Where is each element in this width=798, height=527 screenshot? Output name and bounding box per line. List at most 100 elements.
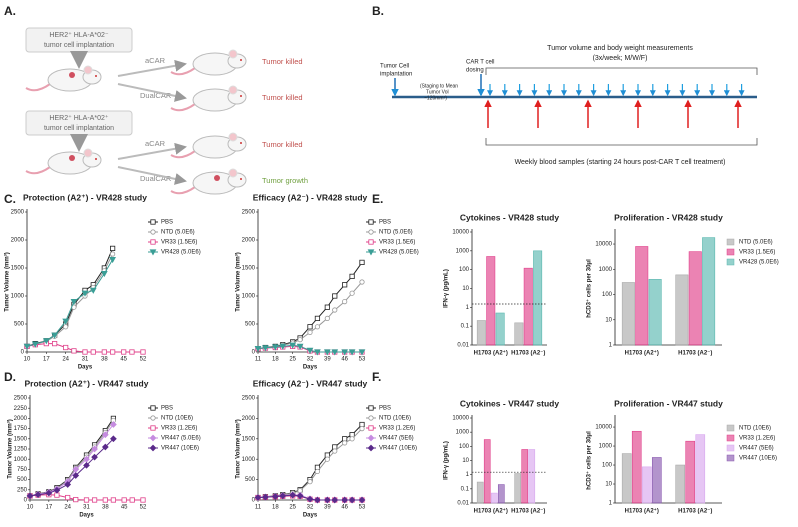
marker: [254, 346, 262, 353]
car-label: aCAR: [145, 139, 166, 148]
bar: [621, 453, 632, 504]
y-tick-label: 250: [17, 487, 28, 493]
marker: [306, 347, 314, 354]
series-line: [257, 424, 363, 499]
y-axis-label: Tumor Volume (mm³): [7, 419, 14, 478]
marker: [359, 259, 365, 266]
timeline-text: (3x/week; M/W/F): [593, 55, 648, 62]
legend-swatch: [726, 258, 735, 266]
bar: [495, 312, 505, 346]
marker: [349, 273, 355, 280]
x-tick-label: 18: [272, 505, 279, 511]
y-tick-label: 1500: [242, 436, 256, 442]
marker: [65, 494, 71, 501]
marker: [51, 332, 58, 339]
legend-marker: [368, 415, 374, 421]
marker: [331, 349, 339, 356]
marker: [324, 315, 330, 321]
y-tick-label: 2500: [14, 396, 28, 402]
chart-title: Protection (A2⁺) - VR447 study: [25, 378, 149, 388]
legend-label: PBS: [161, 220, 173, 226]
x-tick-label: 32: [307, 357, 314, 363]
marker: [289, 491, 297, 499]
mouse-eye: [95, 158, 97, 160]
marker: [314, 468, 321, 475]
marker: [324, 456, 330, 462]
x-tick-label: 46: [341, 357, 348, 363]
y-tick-label: 1750: [14, 426, 28, 432]
mouse-ear: [83, 65, 93, 75]
y-tick-label: 10: [462, 286, 469, 292]
legend-label: VR428 (5.0E6): [161, 250, 201, 256]
x-tick-label: 10: [27, 505, 34, 511]
tumor: [69, 155, 75, 161]
y-tick-label: 2000: [242, 238, 256, 244]
y-tick-label: 0: [21, 350, 25, 356]
x-tick-label: 25: [289, 357, 296, 363]
arrow: [117, 83, 187, 102]
y-tick-label: 10: [462, 458, 469, 464]
y-axis-label: Tumor Volume (mm³): [235, 252, 242, 311]
implant-text: tumor cell implantation: [44, 42, 114, 49]
y-axis-label: hCD3⁺ cells per 30μl: [586, 259, 593, 318]
x-tick-label: 24: [64, 505, 71, 511]
x-axis-label: Days: [303, 365, 318, 371]
marker: [349, 436, 355, 442]
y-tick-label: 1000: [242, 294, 256, 300]
y-tick-label: 10000: [595, 425, 612, 431]
x-tick-label: 31: [83, 505, 90, 511]
implant-text: HER2⁺ HLA-A*02⁻: [49, 31, 108, 39]
marker: [271, 344, 279, 351]
x-tick-label: 10: [24, 357, 31, 363]
y-tick-label: 2000: [242, 416, 256, 422]
y-tick-label: 0: [252, 350, 256, 356]
y-axis-label: IFN-γ (pg/mL): [444, 269, 450, 308]
x-tick-label: 17: [43, 357, 50, 363]
marker: [121, 349, 127, 355]
y-tick-label: 2500: [242, 210, 256, 216]
panel-label: F.: [372, 370, 381, 384]
legend-label: VR428 (5.0E6): [379, 250, 419, 256]
panel-b: Tumor Cell implantation (Staging to Mean…: [380, 45, 758, 166]
bracket: [485, 67, 758, 75]
bar: [523, 267, 533, 346]
y-tick-label: 500: [245, 477, 256, 483]
marker: [307, 329, 313, 335]
marker: [358, 349, 366, 356]
marker: [297, 337, 303, 343]
x-tick-label: 39: [324, 357, 331, 363]
x-tick-label: 31: [82, 357, 89, 363]
arrow: [117, 142, 187, 160]
legend-label: NTD (5.0E6): [379, 230, 413, 236]
legend-label: VR33 (1.2E6): [739, 436, 775, 442]
x-tick-label: 45: [120, 357, 127, 363]
chart-title: Protection (A2⁺) - VR428 study: [23, 192, 147, 202]
chart-title: Cytokines - VR428 study: [460, 212, 559, 222]
marker: [314, 349, 321, 356]
legend-marker: [150, 219, 156, 225]
bar: [533, 250, 543, 346]
x-tick-label: 52: [140, 505, 147, 511]
marker: [91, 445, 98, 453]
marker: [296, 492, 304, 500]
legend-label: VR447 (10E6): [739, 456, 777, 462]
axes: [26, 209, 143, 353]
chart-title: Cytokines - VR447 study: [460, 398, 559, 408]
legend-label: NTD (10E6): [739, 426, 771, 432]
tumor: [214, 175, 220, 181]
bar: [641, 466, 652, 504]
marker: [73, 496, 79, 503]
axes: [257, 395, 362, 501]
y-tick-label: 1: [609, 343, 613, 349]
y-tick-label: 1500: [14, 436, 28, 442]
legend-marker: [149, 434, 157, 442]
y-tick-label: 0: [24, 498, 28, 504]
bar: [648, 279, 662, 346]
marker: [332, 307, 338, 313]
marker: [332, 293, 338, 299]
bar: [497, 484, 505, 504]
y-tick-label: 1500: [242, 266, 256, 272]
marker: [82, 349, 88, 355]
legend-label: VR33 (1.5E6): [739, 250, 775, 256]
